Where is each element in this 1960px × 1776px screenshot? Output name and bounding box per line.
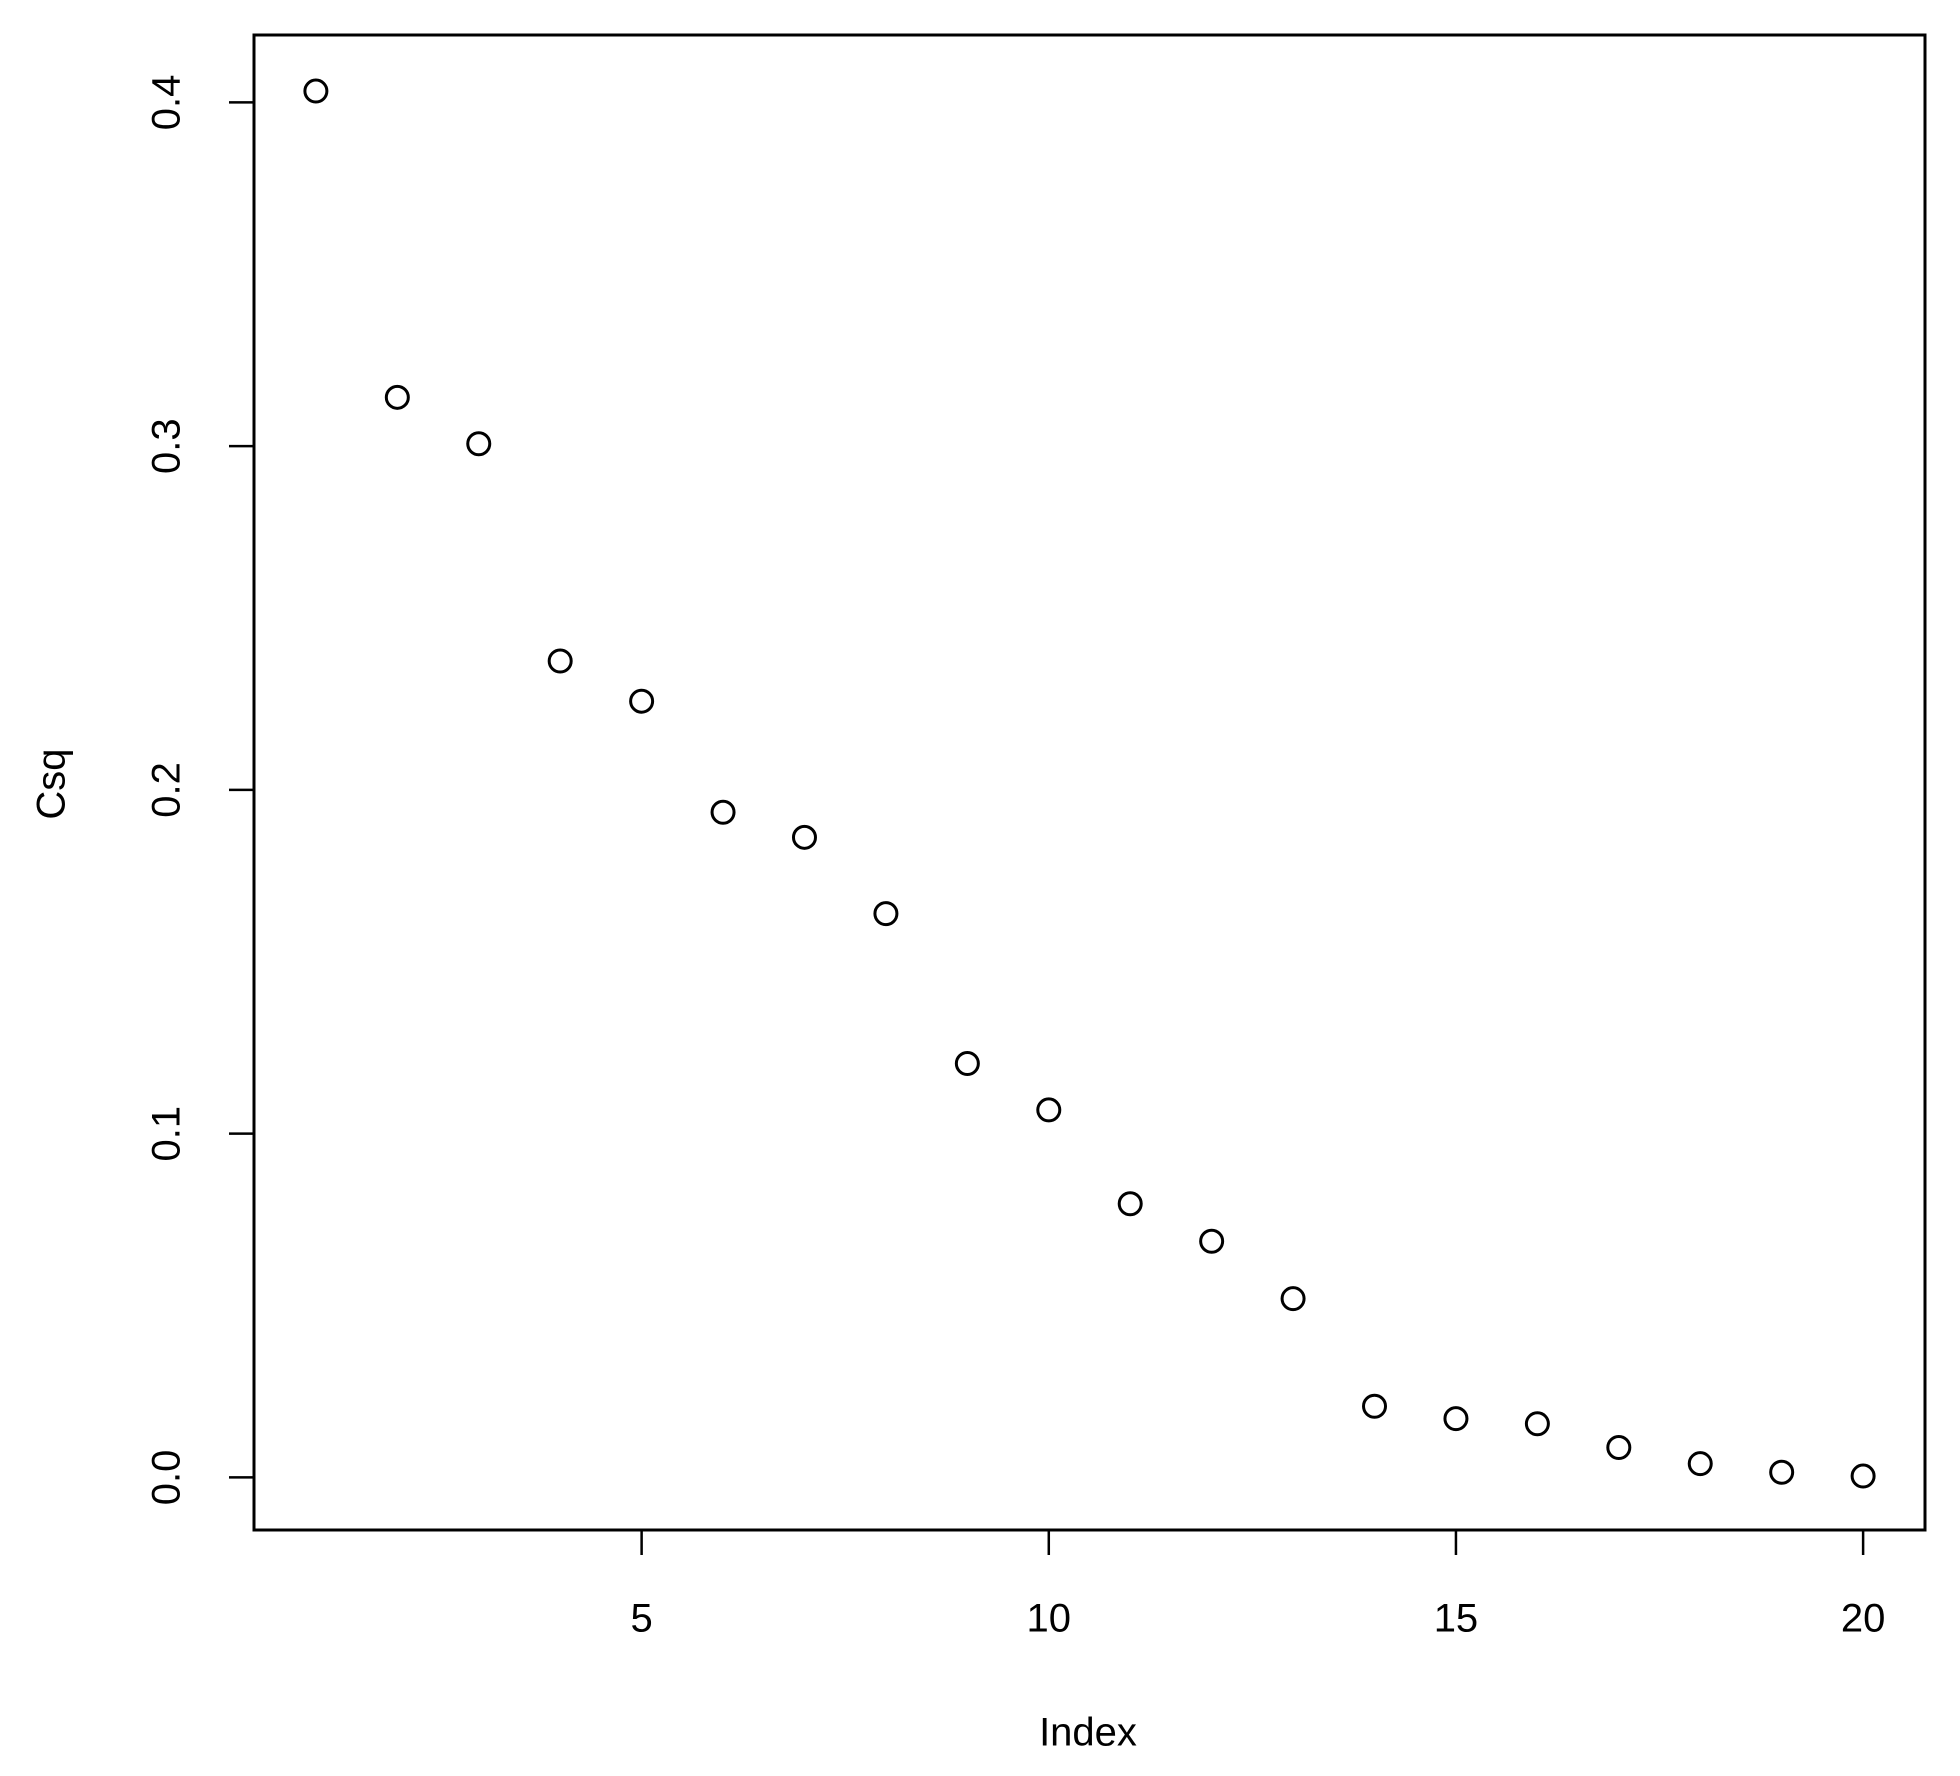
- y-tick-label: 0.1: [145, 1106, 189, 1162]
- y-tick-label: 0.2: [145, 762, 189, 818]
- point: [1687, 1451, 1713, 1477]
- x-tick-label: 15: [1434, 1597, 1479, 1641]
- x-tick-label: 20: [1841, 1597, 1886, 1641]
- y-tick-label: 0.0: [145, 1450, 189, 1506]
- point: [1280, 1286, 1306, 1312]
- point: [1606, 1434, 1632, 1460]
- plot-frame: [252, 33, 1927, 1532]
- point: [1362, 1393, 1388, 1419]
- x-axis-title: Index: [1039, 1711, 1137, 1755]
- y-tick-label: 0.3: [145, 418, 189, 474]
- point: [1036, 1097, 1062, 1123]
- y-axis-title: Csq: [30, 748, 74, 819]
- y-tick-label: 0.4: [145, 75, 189, 131]
- point: [466, 431, 492, 457]
- point: [1117, 1191, 1143, 1217]
- point: [629, 688, 655, 714]
- point: [303, 78, 329, 104]
- point: [791, 824, 817, 850]
- point: [954, 1051, 980, 1077]
- point: [1769, 1459, 1795, 1485]
- x-tick-label: 5: [630, 1597, 652, 1641]
- point: [1443, 1406, 1469, 1432]
- point: [384, 384, 410, 410]
- point: [1199, 1228, 1225, 1254]
- point: [710, 799, 736, 825]
- x-tick-label: 10: [1027, 1597, 1072, 1641]
- point: [1524, 1411, 1550, 1437]
- point: [873, 901, 899, 927]
- point: [547, 648, 573, 674]
- point: [1850, 1463, 1876, 1489]
